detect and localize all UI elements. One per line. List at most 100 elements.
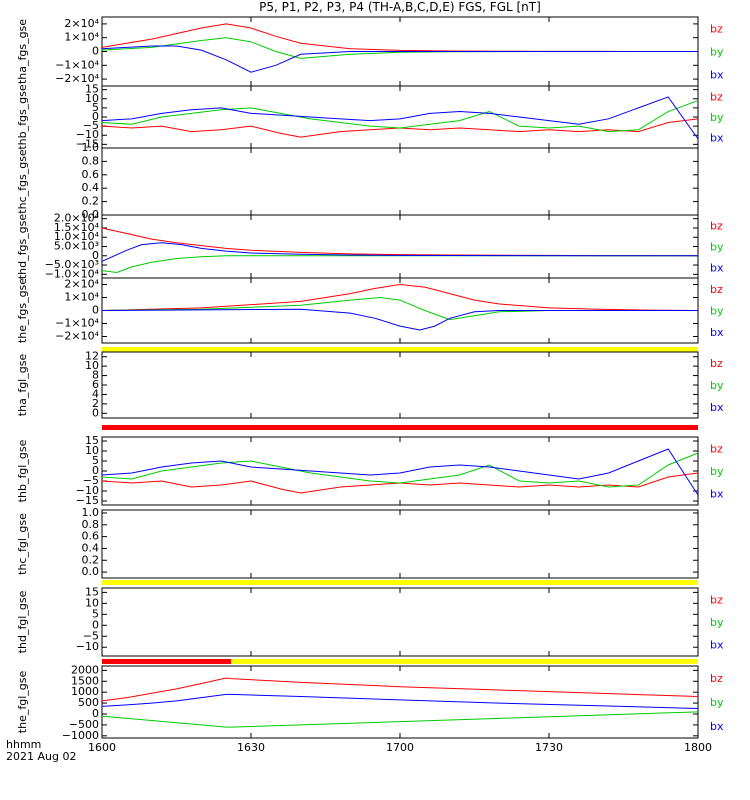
- legend-bx: bx: [710, 326, 724, 339]
- y-tick-label: 5: [92, 101, 99, 114]
- y-tick-label: 500: [78, 696, 99, 709]
- y-tick-label: 0: [92, 618, 99, 631]
- y-tick-label: 0: [92, 249, 99, 262]
- panel-thc_fgl_gse: 1.00.80.60.40.20.0 thc_fgl_gse: [16, 506, 699, 579]
- series-line-by: [101, 452, 699, 488]
- y-tick-label: 0.0: [82, 565, 100, 578]
- y-axis-label: thc_fgl_gse: [16, 513, 29, 575]
- legend-by: by: [710, 111, 724, 124]
- y-tick-label: −15: [76, 137, 99, 150]
- panel-frame: [101, 665, 699, 739]
- legend-bx: bx: [710, 639, 724, 652]
- y-axis-label: thd_fgl_gse: [16, 590, 29, 653]
- y-tick-label: 1.0: [82, 141, 100, 154]
- x-tick-label: 1800: [684, 741, 712, 754]
- y-tick-label: −1×10⁴: [55, 317, 99, 330]
- y-tick-label: −1×10⁴: [55, 58, 99, 71]
- y-tick-label: −10: [76, 484, 99, 497]
- series-line-bx: [101, 693, 699, 710]
- legend-by: by: [710, 241, 724, 254]
- y-tick-label: −10: [76, 128, 99, 141]
- legend-by: by: [710, 379, 724, 392]
- legend-bx: bx: [710, 262, 724, 275]
- y-tick-label: 2000: [71, 663, 99, 676]
- legend-bz: bz: [710, 672, 723, 685]
- y-tick-label: 1.0: [82, 506, 100, 519]
- y-tick-label: 10: [85, 359, 99, 372]
- status-bar-thd-red: [102, 659, 232, 664]
- y-tick-label: −1000: [62, 729, 99, 742]
- y-tick-label: 0: [92, 406, 99, 419]
- y-tick-label: 15: [85, 83, 99, 96]
- y-tick-label: 10: [85, 444, 99, 457]
- y-tick-label: 1500: [71, 674, 99, 687]
- y-tick-label: 1×10⁴: [64, 291, 99, 304]
- y-tick-label: −2×10⁴: [55, 330, 99, 343]
- chart-title: P5, P1, P2, P3, P4 (TH-A,B,C,D,E) FGS, F…: [259, 0, 541, 14]
- series-line-by: [101, 100, 699, 133]
- y-axis-label: thd_fgs_gse: [16, 214, 29, 280]
- y-axis-label: tha_fgl_gse: [16, 354, 29, 417]
- y-tick-label: 0.2: [82, 553, 100, 566]
- x-corner-date: 2021 Aug 02: [6, 750, 77, 763]
- y-tick-label: 0.2: [82, 195, 100, 208]
- y-tick-label: 0.8: [82, 154, 100, 167]
- x-tick-label: 1630: [237, 741, 265, 754]
- legend-bz: bz: [710, 23, 723, 36]
- panel-frame: [101, 587, 699, 657]
- legend-bx: bx: [710, 488, 724, 501]
- x-corner-hhmm: hhmm: [6, 738, 42, 751]
- legend-by: by: [710, 465, 724, 478]
- series-line-bz: [101, 23, 699, 52]
- y-axis-label: tha_fgs_gse: [16, 19, 29, 84]
- x-tick-label: 1600: [88, 741, 116, 754]
- legend-by: by: [710, 616, 724, 629]
- x-tick-label: 1730: [535, 741, 563, 754]
- legend-bz: bz: [710, 220, 723, 233]
- y-tick-label: 1×10⁴: [64, 31, 99, 44]
- legend-by: by: [710, 305, 724, 318]
- y-tick-label: 2×10⁴: [64, 278, 99, 291]
- y-tick-label: −15: [76, 494, 99, 507]
- series-line-by: [101, 711, 699, 728]
- y-axis-label: thb_fgl_gse: [16, 439, 29, 502]
- y-axis-label: the_fgl_gse: [16, 671, 29, 734]
- y-tick-label: 0.6: [82, 530, 100, 543]
- panel-thd_fgs_gse: 2.0×10⁴1.5×10⁴1.0×10⁴5.0×10³0−5.0×10³−1.…: [16, 212, 724, 281]
- y-tick-label: 0.6: [82, 168, 100, 181]
- legend-bz: bz: [710, 357, 723, 370]
- status-bar-tha: [102, 347, 698, 352]
- y-tick-label: 10: [85, 92, 99, 105]
- y-tick-label: 0: [92, 45, 99, 58]
- series-line-by: [101, 255, 698, 273]
- series-line-bz: [101, 283, 699, 311]
- series-line-bx: [101, 308, 698, 331]
- y-tick-label: 0: [92, 464, 99, 477]
- legend-bx: bx: [710, 132, 724, 145]
- legend-bz: bz: [710, 442, 723, 455]
- series-line-bx: [101, 45, 698, 73]
- panel-frame: [101, 509, 699, 579]
- y-tick-label: 0.4: [82, 541, 100, 554]
- panel-frame: [101, 436, 699, 506]
- y-tick-label: 0.8: [82, 518, 100, 531]
- status-bar-thd-yellow: [231, 659, 698, 664]
- y-tick-label: 0.4: [82, 181, 100, 194]
- series-line-bx: [101, 242, 698, 262]
- panel-frame: [101, 85, 699, 149]
- legend-bz: bz: [710, 283, 723, 296]
- panel-frame: [101, 351, 699, 419]
- y-tick-label: −5: [83, 474, 99, 487]
- y-tick-label: −5.0×10³: [45, 258, 99, 271]
- series-line-bx: [101, 448, 699, 496]
- y-axis-label: thb_fgs_gse: [16, 84, 29, 150]
- y-axis-label: thc_fgs_gse: [16, 149, 29, 214]
- y-tick-label: −2×10⁴: [55, 72, 99, 85]
- legend-bx: bx: [710, 401, 724, 414]
- y-tick-label: 0: [92, 304, 99, 317]
